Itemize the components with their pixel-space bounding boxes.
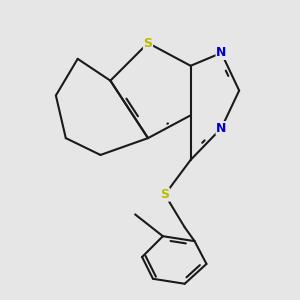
Text: S: S bbox=[160, 188, 169, 201]
Text: N: N bbox=[216, 122, 226, 135]
Text: N: N bbox=[216, 46, 226, 59]
Text: S: S bbox=[143, 37, 152, 50]
